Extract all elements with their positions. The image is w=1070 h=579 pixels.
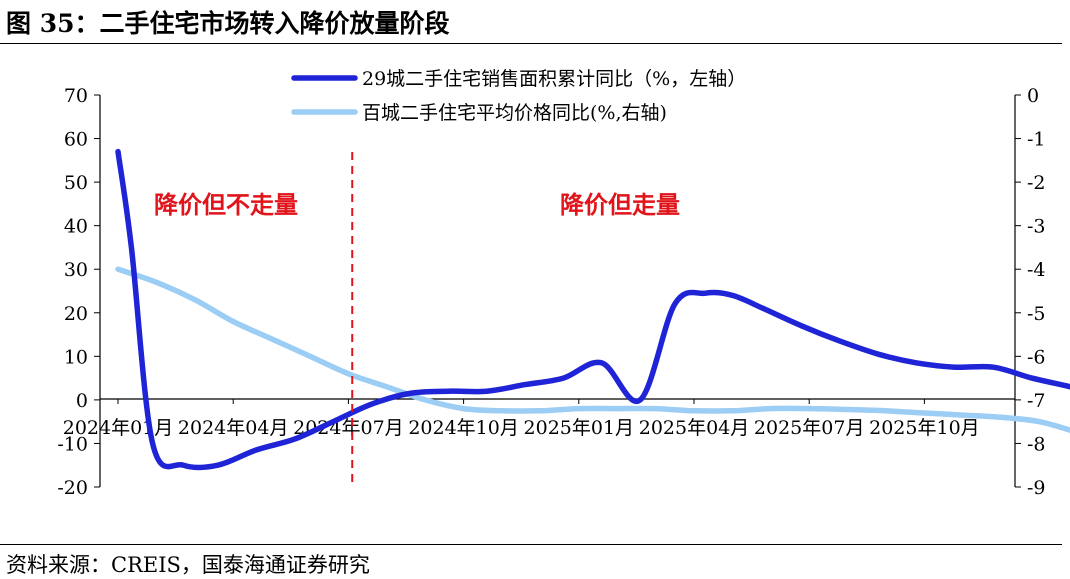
x-axis-tick-label: 2024年01月 — [63, 417, 174, 439]
x-axis-tick-label: 2024年04月 — [178, 417, 289, 439]
right-axis-tick-label: -5 — [1027, 303, 1046, 325]
right-axis-tick-label: -8 — [1027, 433, 1046, 455]
right-axis-tick-label: -4 — [1027, 259, 1046, 281]
right-axis-tick-label: -3 — [1027, 216, 1046, 238]
chart-title: 图 35：二手住宅市场转入降价放量阶段 — [6, 9, 450, 38]
left-axis-tick-label: -20 — [57, 477, 88, 499]
title-rule — [0, 43, 1062, 44]
source-rule — [0, 544, 1062, 545]
x-axis-tick-label: 2025年04月 — [639, 417, 750, 439]
legend-label: 百城二手住宅平均价格同比(%,右轴) — [362, 102, 667, 124]
left-axis-tick-label: 50 — [64, 172, 88, 194]
series-line-sales-area-yoy — [115, 148, 1070, 471]
left-axis-tick-label: 10 — [64, 346, 88, 368]
right-axis-tick-label: -2 — [1027, 172, 1046, 194]
right-axis-tick-label: -1 — [1027, 129, 1046, 151]
right-axis-tick-label: -9 — [1027, 477, 1046, 499]
x-axis-tick-label: 2025年01月 — [524, 417, 635, 439]
left-axis-tick-label: 70 — [64, 85, 88, 107]
x-axis-tick-label: 2024年10月 — [408, 417, 519, 439]
x-axis-tick-label: 2024年07月 — [293, 417, 404, 439]
legend-label: 29城二手住宅销售面积累计同比（%，左轴） — [362, 68, 746, 90]
x-axis-tick-label: 2025年10月 — [869, 417, 980, 439]
left-axis-tick-label: 40 — [64, 216, 88, 238]
series-line-price-yoy — [115, 266, 1070, 434]
right-axis-tick-label: -7 — [1027, 390, 1046, 412]
left-axis-tick-label: 60 — [64, 129, 88, 151]
left-axis-tick-label: -10 — [57, 433, 88, 455]
left-axis-tick-label: 0 — [76, 390, 88, 412]
right-axis-tick-label: -6 — [1027, 346, 1046, 368]
left-axis-tick-label: 30 — [64, 259, 88, 281]
period-annotation: 降价但走量 — [560, 190, 680, 219]
right-axis-tick-label: 0 — [1027, 85, 1039, 107]
left-axis-tick-label: 20 — [64, 303, 88, 325]
period-annotation: 降价但不走量 — [154, 190, 298, 219]
source-note: 资料来源：CREIS，国泰海通证券研究 — [6, 553, 370, 577]
x-axis-tick-label: 2025年07月 — [754, 417, 865, 439]
